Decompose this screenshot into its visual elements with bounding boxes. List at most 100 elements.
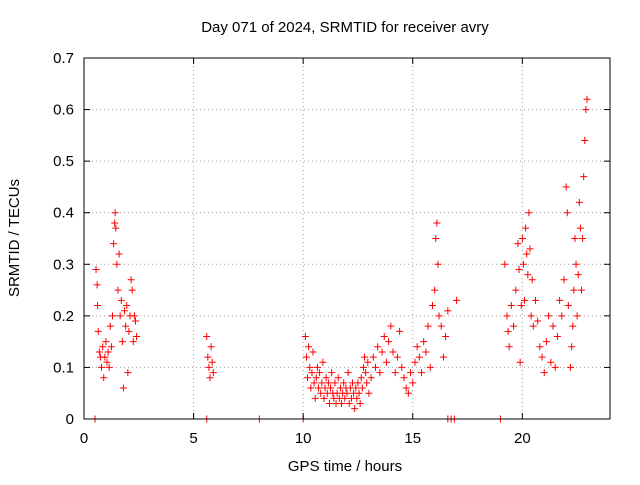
data-point (116, 312, 124, 320)
data-point (512, 286, 520, 294)
data-point (444, 307, 452, 315)
x-tick-label: 5 (189, 430, 197, 447)
data-point (415, 353, 423, 361)
data-point (123, 302, 131, 310)
data-point (528, 276, 536, 284)
data-point (437, 322, 445, 330)
x-tick-label: 0 (80, 430, 88, 447)
data-point (322, 374, 330, 382)
data-point (575, 198, 583, 206)
x-tick-label: 15 (404, 430, 421, 447)
data-point (442, 332, 450, 340)
data-point (538, 353, 546, 361)
data-point (556, 296, 564, 304)
data-point (315, 384, 323, 392)
data-point (110, 240, 118, 248)
data-point (517, 302, 525, 310)
data-point (398, 363, 406, 371)
data-point (358, 384, 366, 392)
data-point (108, 312, 116, 320)
data-point (504, 327, 512, 335)
data-point (325, 400, 333, 408)
x-tick-label: 10 (295, 430, 312, 447)
data-point (549, 322, 557, 330)
data-point (545, 312, 553, 320)
data-point (424, 322, 432, 330)
data-point (515, 265, 523, 273)
data-point (101, 353, 109, 361)
data-point (432, 235, 440, 242)
plot-frame (83, 57, 611, 420)
data-point (371, 363, 379, 371)
data-point (426, 363, 434, 371)
data-point (207, 343, 215, 351)
data-point (514, 240, 522, 248)
data-point (104, 348, 112, 356)
data-point (331, 379, 339, 387)
data-point (307, 384, 315, 392)
data-point (413, 343, 421, 351)
data-point (407, 369, 415, 377)
data-point (551, 363, 559, 371)
data-point (304, 374, 312, 382)
data-point (124, 369, 132, 377)
data-point (343, 389, 351, 397)
data-point (302, 353, 310, 361)
data-point (355, 389, 363, 397)
chart-title: Day 071 of 2024, SRMTID for receiver avr… (201, 19, 489, 36)
data-point (521, 296, 529, 304)
data-point (389, 348, 397, 356)
data-point (580, 173, 588, 181)
data-point (204, 353, 212, 361)
data-point (562, 183, 570, 191)
data-point (571, 235, 579, 242)
data-point (564, 302, 572, 310)
data-point (361, 353, 369, 361)
data-point (431, 286, 439, 294)
data-point (94, 327, 102, 335)
x-axis-label: GPS time / hours (288, 458, 402, 475)
data-point (365, 389, 373, 397)
y-tick-label: 0.5 (53, 153, 74, 170)
data-point (127, 276, 135, 284)
y-tick-label: 0.7 (53, 50, 74, 67)
y-tick-label: 0 (66, 411, 74, 428)
data-point (526, 245, 534, 253)
data-point (334, 374, 342, 382)
data-point (378, 348, 386, 356)
data-point (420, 338, 428, 346)
data-point (319, 358, 327, 366)
data-point (376, 369, 384, 377)
data-point (439, 353, 447, 361)
data-point (519, 260, 527, 268)
data-point (574, 271, 582, 279)
data-point (434, 260, 442, 268)
data-point (578, 286, 586, 294)
data-point (581, 137, 589, 145)
data-point (385, 338, 393, 346)
data-point (209, 369, 217, 377)
data-point (107, 343, 115, 351)
data-point (563, 209, 571, 217)
data-point (311, 394, 319, 402)
data-point (582, 106, 590, 114)
data-point (115, 250, 123, 258)
data-point (409, 379, 417, 387)
data-point (369, 353, 377, 361)
data-point (522, 224, 530, 232)
data-point (418, 369, 426, 377)
data-point (93, 281, 101, 289)
data-point (94, 302, 102, 310)
data-point (542, 338, 550, 346)
data-point (567, 363, 575, 371)
data-point (106, 322, 114, 330)
data-point (367, 374, 375, 382)
data-point (357, 374, 365, 382)
data-point (553, 332, 561, 340)
data-point (118, 338, 126, 346)
data-point (516, 358, 524, 366)
data-point (573, 312, 581, 320)
data-point (129, 338, 137, 346)
data-point (95, 348, 103, 356)
